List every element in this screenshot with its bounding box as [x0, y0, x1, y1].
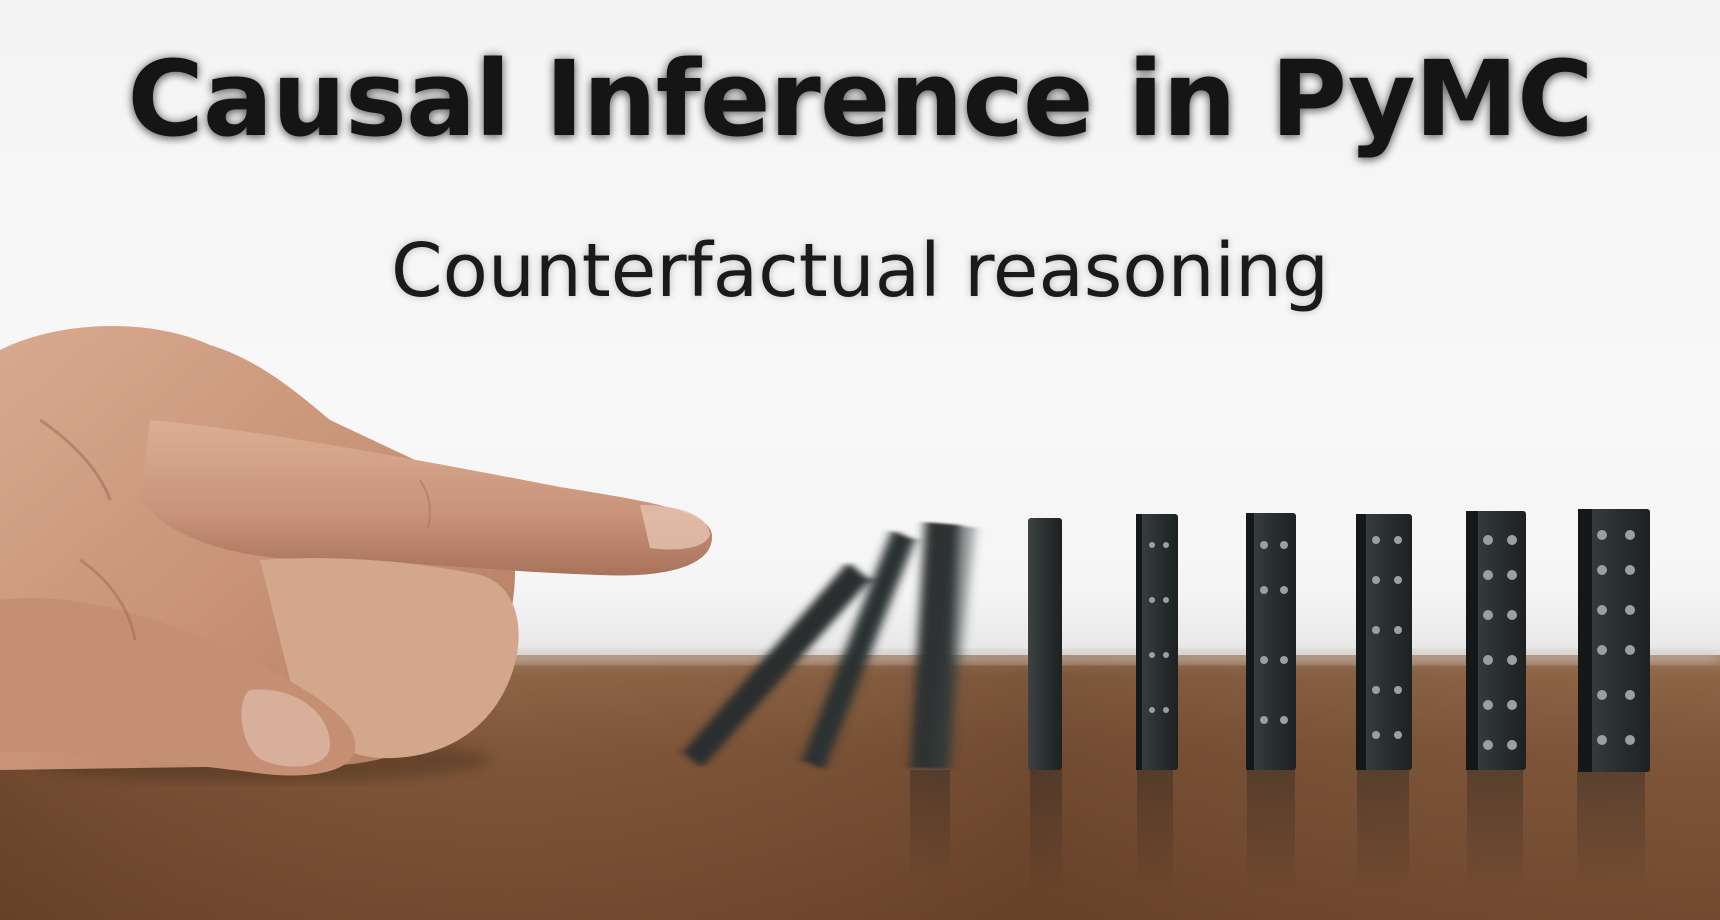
domino	[1578, 509, 1650, 772]
slide-subtitle: Counterfactual reasoning	[391, 228, 1329, 314]
domino-reflections	[910, 770, 1645, 890]
slide-title: Causal Inference in PyMC	[127, 38, 1594, 160]
falling-dominoes	[683, 522, 975, 770]
domino	[1246, 513, 1296, 770]
domino	[1028, 518, 1062, 770]
standing-dominoes	[1028, 509, 1650, 772]
domino	[1136, 514, 1178, 770]
hand	[0, 326, 713, 782]
